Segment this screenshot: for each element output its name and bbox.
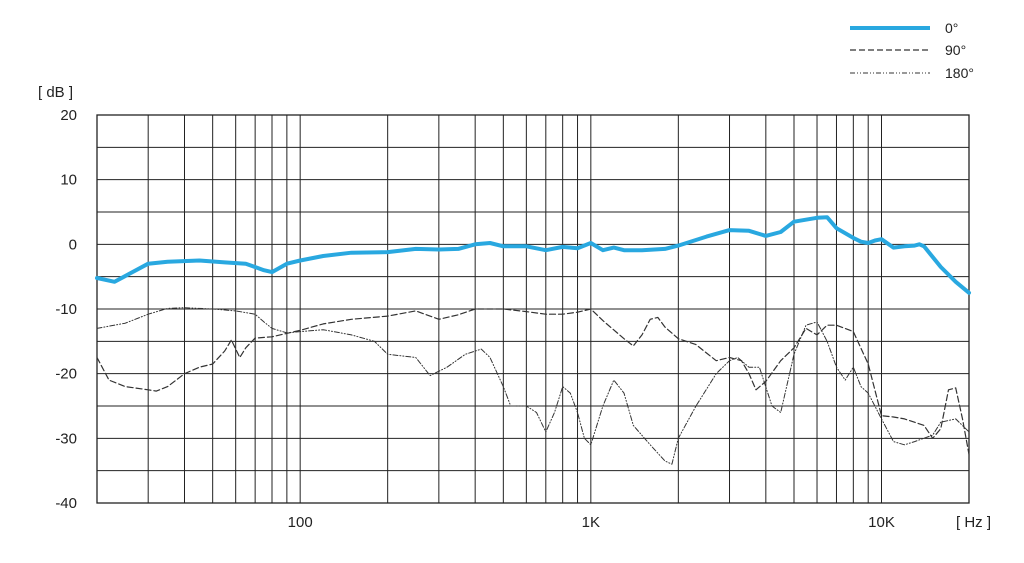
series-line-90deg: [96, 308, 970, 456]
y-tick-label: 10: [60, 172, 77, 189]
series-layer: [95, 215, 971, 465]
y-tick-label: 0: [69, 236, 77, 253]
x-tick-label: 100: [288, 514, 313, 531]
y-tick-label: -40: [55, 495, 77, 512]
plot-frame: [96, 114, 970, 504]
legend-label: 0°: [945, 20, 958, 36]
legend: 0° 90° 180°: [850, 20, 974, 81]
series-line-0deg: [95, 215, 971, 295]
y-tick-label: -30: [55, 430, 77, 447]
legend-label: 180°: [945, 65, 974, 81]
series-line-180deg: [96, 307, 970, 465]
x-tick-label: 10K: [868, 514, 895, 531]
x-tick-label: 1K: [582, 514, 600, 531]
y-tick-label: -10: [55, 301, 77, 318]
x-axis-label: [ Hz ]: [956, 514, 991, 531]
y-tick-label: 20: [60, 107, 77, 124]
y-axis-label: [ dB ]: [38, 84, 73, 101]
y-tick-label: -20: [55, 366, 77, 383]
legend-label: 90°: [945, 42, 966, 58]
